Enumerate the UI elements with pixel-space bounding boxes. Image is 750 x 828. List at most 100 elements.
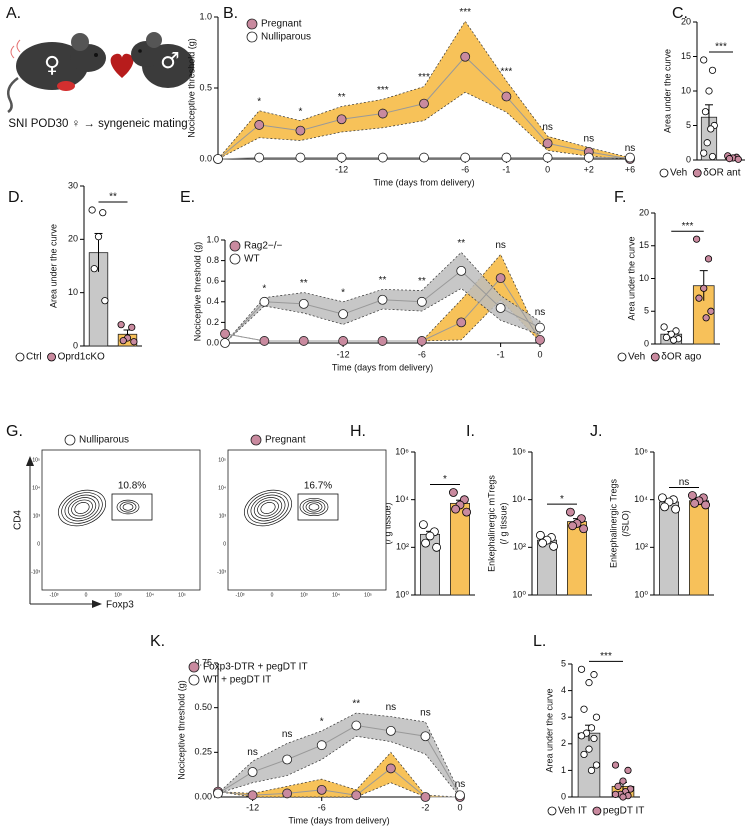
x-tick-label: 10⁴ xyxy=(332,592,340,598)
data-point xyxy=(585,745,593,753)
contour xyxy=(122,503,134,511)
x-tick-label: 0 xyxy=(545,164,550,174)
data-point xyxy=(247,767,258,777)
data-point xyxy=(662,333,671,342)
x-tick-label: -12 xyxy=(335,164,348,174)
y-tick-label: 0 xyxy=(644,338,649,348)
significance: * xyxy=(341,287,345,298)
panel-label: B. xyxy=(223,5,238,22)
y-tick-label: 1.0 xyxy=(206,234,219,244)
x-tick-label: -12 xyxy=(337,349,350,359)
legend-label: Veh IT xyxy=(558,806,587,817)
data-point xyxy=(701,108,710,116)
data-point xyxy=(580,705,588,713)
y-axis-label: (/ g tissue) xyxy=(498,502,508,544)
data-point xyxy=(660,323,668,331)
y-tick-label: 0.75 xyxy=(194,657,212,667)
data-point xyxy=(536,530,545,540)
contour xyxy=(299,497,329,517)
y-tick-label: 10² xyxy=(513,542,526,552)
data-point xyxy=(351,790,362,801)
significance: * xyxy=(320,717,324,728)
data-point xyxy=(377,152,388,163)
gate-percent: 16.7% xyxy=(304,481,332,492)
data-point xyxy=(592,713,601,721)
mouse-ear xyxy=(146,32,162,48)
legend-label: pegDT IT xyxy=(603,806,645,817)
significance: * xyxy=(443,474,447,485)
error-band xyxy=(217,751,461,798)
legend-marker xyxy=(188,674,200,686)
data-point xyxy=(587,724,596,732)
data-point xyxy=(671,504,680,514)
x-tick-label: -6 xyxy=(461,164,469,174)
panel-label: G. xyxy=(6,423,23,440)
heart xyxy=(110,53,134,78)
y-tick-label: 10⁵ xyxy=(218,457,226,463)
legend-marker xyxy=(650,352,660,362)
data-point xyxy=(460,51,471,62)
data-point xyxy=(495,273,506,284)
legend-label: Veh xyxy=(670,168,687,179)
legend-marker xyxy=(15,352,25,362)
arrow-head xyxy=(26,456,34,466)
y-axis-label: CD4 xyxy=(13,510,24,530)
y-tick-label: 10⁶ xyxy=(512,446,526,456)
data-point xyxy=(725,155,734,163)
data-point xyxy=(592,761,601,769)
y-tick-label: 20 xyxy=(68,234,78,244)
data-point xyxy=(421,538,431,548)
mouse-body xyxy=(16,42,88,90)
y-tick-label: 2 xyxy=(561,738,566,748)
data-point xyxy=(259,296,270,307)
x-tick-label: -6 xyxy=(318,802,326,812)
data-point xyxy=(419,98,429,109)
data-point xyxy=(99,209,107,217)
data-point xyxy=(535,322,545,333)
y-tick-label: 0.4 xyxy=(206,296,219,306)
contour xyxy=(253,497,283,519)
data-point xyxy=(418,520,428,529)
legend-marker xyxy=(229,240,241,252)
contour xyxy=(116,499,140,515)
data-point xyxy=(587,766,596,775)
significance: ns xyxy=(386,702,397,713)
x-tick-label: +6 xyxy=(625,164,635,174)
x-tick-label: 0 xyxy=(271,592,274,598)
data-point xyxy=(448,488,458,497)
data-point xyxy=(702,314,710,322)
panel-label: K. xyxy=(150,633,165,650)
y-tick-label: 0 xyxy=(223,541,226,547)
y-tick-label: 0.50 xyxy=(194,702,212,712)
x-axis-label: Time (days from delivery) xyxy=(373,177,474,187)
significance: * xyxy=(298,106,302,117)
legend-label: Rag2−/− xyxy=(244,241,283,252)
data-point xyxy=(419,152,429,163)
panel-label: L. xyxy=(533,633,546,650)
y-axis-label: (/ g tissue) xyxy=(382,502,392,544)
data-point xyxy=(688,491,697,500)
contour xyxy=(305,501,323,513)
data-point xyxy=(316,784,327,795)
significance: ** xyxy=(338,92,346,103)
x-tick-label: -10³ xyxy=(236,592,245,598)
legend-marker xyxy=(229,253,241,265)
y-tick-label: 0.2 xyxy=(206,317,219,327)
mouse-ear xyxy=(71,33,89,51)
legend-marker xyxy=(547,806,557,816)
significance: ** xyxy=(457,238,465,249)
legend-marker xyxy=(250,434,262,446)
legend-label: Pregnant xyxy=(261,19,302,30)
bar xyxy=(449,502,470,596)
significance: *** xyxy=(600,651,612,662)
data-point xyxy=(658,493,667,503)
x-tick-label: +2 xyxy=(584,164,594,174)
data-point xyxy=(101,297,109,305)
significance: ns xyxy=(455,779,466,790)
data-point xyxy=(119,337,127,345)
data-point xyxy=(705,87,713,95)
data-point xyxy=(619,777,627,785)
data-point xyxy=(377,294,388,305)
y-axis-label: Area under the curve xyxy=(544,688,554,772)
data-point xyxy=(460,152,471,163)
